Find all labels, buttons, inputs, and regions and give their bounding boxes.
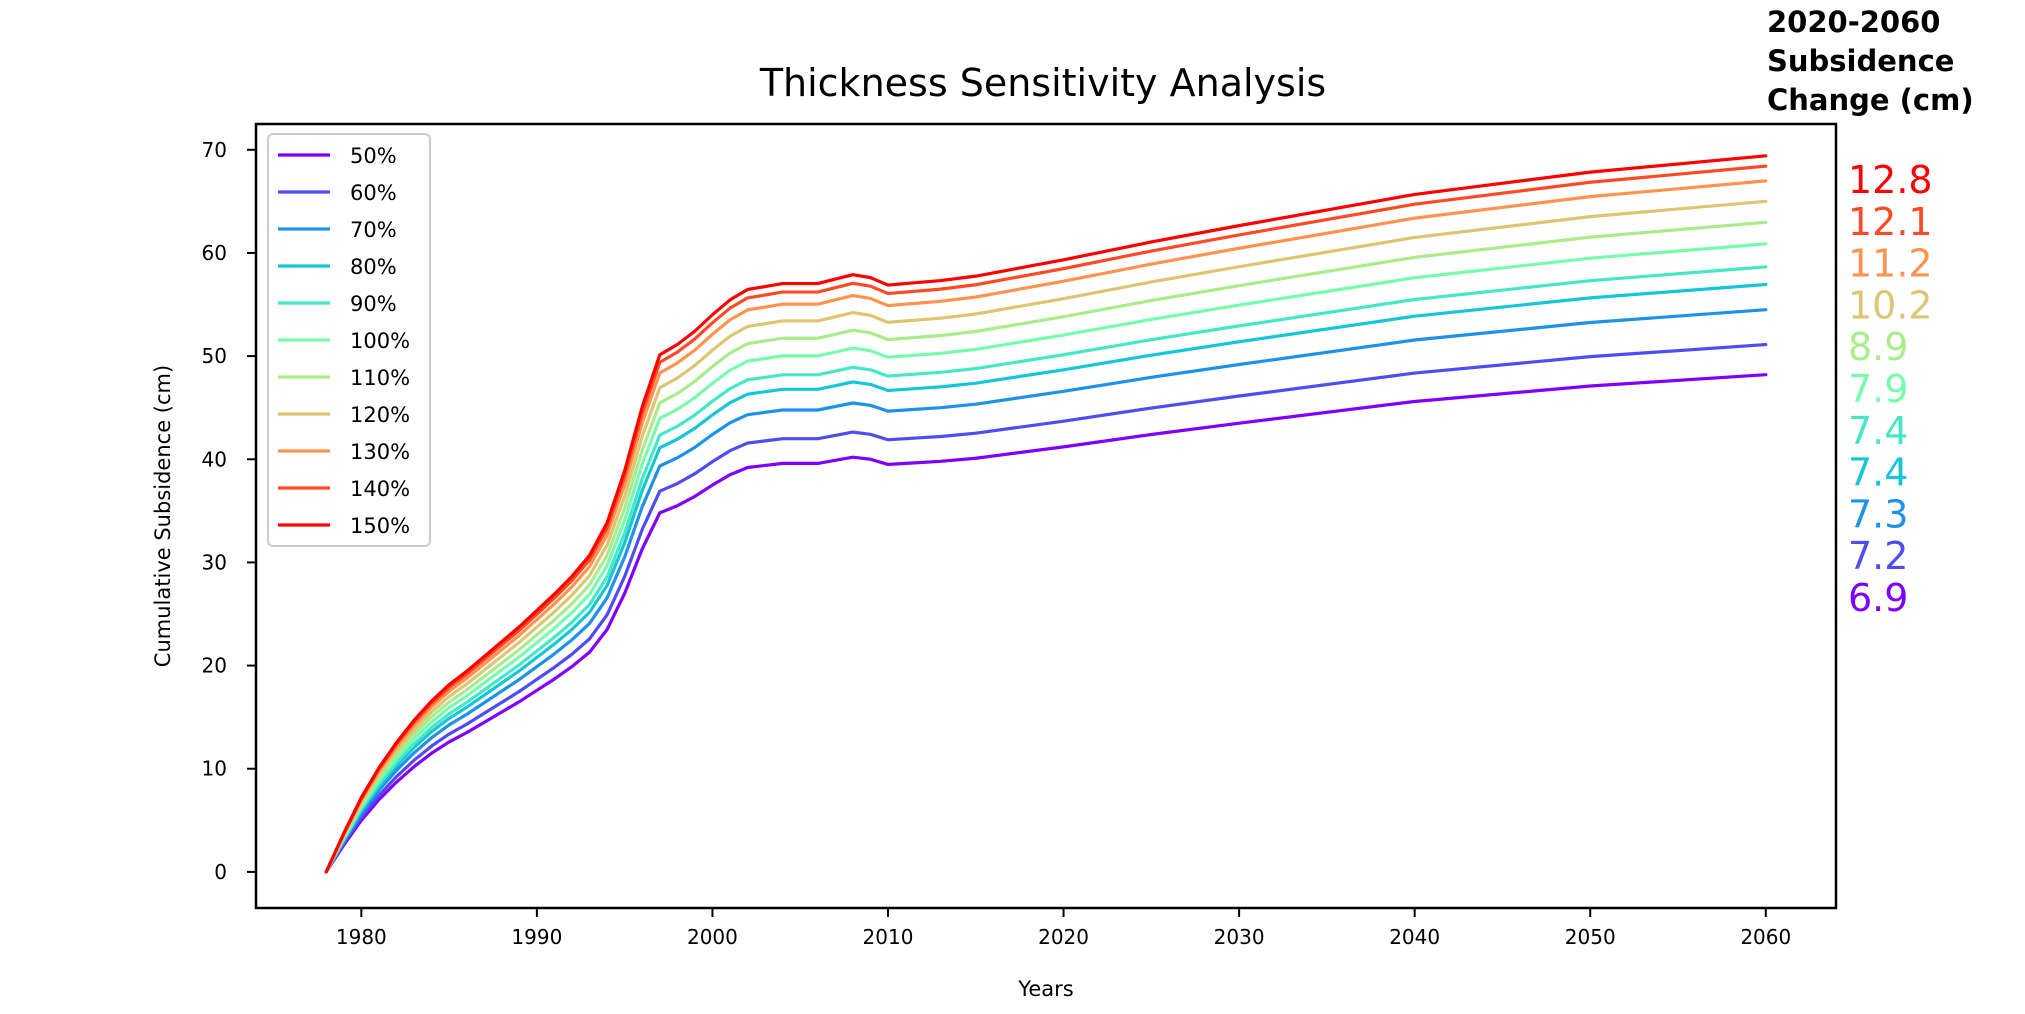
series-line-90pct [324, 265, 1768, 874]
x-axis-label: Years [1017, 977, 1073, 1001]
legend-box [267, 133, 431, 547]
series-line-130pct [324, 179, 1768, 874]
y-tick-label: 60 [202, 241, 227, 265]
legend-label: 50% [350, 144, 397, 168]
y-tick-label: 70 [202, 138, 227, 162]
y-tick-label: 10 [202, 757, 227, 781]
legend-label: 120% [350, 403, 410, 427]
x-tick-label: 2010 [863, 925, 914, 949]
y-axis-ticks: 0 10 20 30 40 50 60 70 [202, 138, 256, 884]
subsidence-change-value: 12.8 [1848, 158, 1933, 202]
legend-label: 140% [350, 477, 410, 501]
side-header-line-3: Change (cm) [1767, 83, 1974, 117]
subsidence-change-value: 7.9 [1848, 367, 1908, 411]
subsidence-change-value: 12.1 [1848, 200, 1933, 244]
x-tick-label: 2050 [1565, 925, 1616, 949]
legend-label: 110% [350, 366, 410, 390]
x-tick-label: 2060 [1740, 925, 1791, 949]
subsidence-change-value: 7.4 [1848, 409, 1908, 453]
series-line-80pct [324, 282, 1768, 874]
y-axis-label: Cumulative Subsidence (cm) [151, 365, 175, 667]
subsidence-change-value: 7.3 [1848, 492, 1908, 536]
series-line-60pct [324, 342, 1768, 874]
legend-label: 90% [350, 292, 397, 316]
x-tick-label: 2030 [1214, 925, 1265, 949]
series-line-110pct [324, 220, 1768, 874]
x-tick-label: 2040 [1389, 925, 1440, 949]
y-tick-label: 30 [202, 550, 227, 574]
subsidence-change-value: 6.9 [1848, 576, 1908, 620]
chart-title: Thickness Sensitivity Analysis [759, 61, 1326, 105]
series-line-140pct [324, 164, 1768, 874]
legend: 50% 60% 70% 80% 90% 100% 110% 120% 130% 140% 150% [267, 133, 431, 547]
legend-label: 130% [350, 440, 410, 464]
x-tick-label: 1990 [511, 925, 562, 949]
legend-label: 100% [350, 329, 410, 353]
series-line-70pct [324, 308, 1768, 874]
subsidence-change-value: 7.2 [1848, 534, 1908, 578]
subsidence-change-table: 2020-2060 Subsidence Change (cm) 12.812.… [1767, 5, 1974, 620]
series-line-100pct [324, 242, 1768, 874]
x-tick-label: 2020 [1038, 925, 1089, 949]
subsidence-change-value: 8.9 [1848, 325, 1908, 369]
side-header-line-2: Subsidence [1767, 44, 1954, 78]
x-axis-ticks: 1980 1990 2000 2010 2020 2030 2040 2050 2060 [336, 908, 1791, 949]
y-tick-label: 0 [214, 860, 227, 884]
y-tick-label: 20 [202, 654, 227, 678]
side-header-line-1: 2020-2060 [1767, 5, 1940, 39]
subsidence-change-value: 11.2 [1848, 242, 1933, 286]
x-tick-label: 2000 [687, 925, 738, 949]
series-line-50pct [324, 373, 1768, 874]
plot-series-group [324, 154, 1768, 874]
plot-frame [254, 122, 1838, 910]
x-tick-label: 1980 [336, 925, 387, 949]
series-line-120pct [324, 199, 1768, 874]
legend-label: 70% [350, 218, 397, 242]
y-tick-label: 50 [202, 344, 227, 368]
series-line-150pct [324, 154, 1768, 874]
subsidence-change-value: 7.4 [1848, 451, 1908, 495]
legend-label: 80% [350, 255, 397, 279]
y-tick-label: 40 [202, 447, 227, 471]
subsidence-change-value: 10.2 [1848, 283, 1933, 327]
legend-label: 150% [350, 514, 410, 538]
legend-label: 60% [350, 181, 397, 205]
